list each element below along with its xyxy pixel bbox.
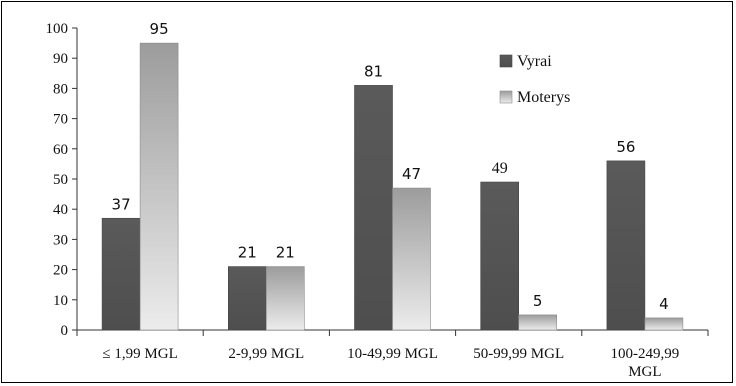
y-tick-label: 50 [53,172,68,188]
legend: Vyrai Moterys [499,53,570,106]
x-tick-label: MGL [628,364,661,380]
bar-vyrai-4 [606,160,646,331]
data-label-vyrai-4: 56 [616,138,635,156]
y-tick-label: 80 [53,81,68,97]
y-tick-label: 90 [53,51,68,67]
legend-label-moterys: Moterys [517,89,570,106]
bar-moterys-1 [265,266,305,331]
y-tick-label: 70 [53,112,68,128]
data-label-moterys-3: 5 [533,292,543,310]
x-tick-label: 10-49,99 MGL [347,346,438,362]
legend-swatch-vyrai [499,54,513,68]
bar-moterys-2 [392,187,431,331]
legend-label-vyrai: Vyrai [517,53,552,70]
x-tick-label: 50-99,99 MGL [473,346,564,362]
bar-moterys-0 [139,42,179,331]
y-tick-label: 60 [53,142,68,158]
data-labels: 37 95 21 21 81 47 49 5 56 4 [112,20,669,313]
bars [101,42,684,331]
data-label-vyrai-1: 21 [238,244,257,262]
bar-vyrai-3 [480,181,520,331]
data-label-vyrai-3: 49 [492,160,508,177]
y-tick-label: 40 [53,202,68,218]
bar-moterys-3 [518,314,558,331]
legend-swatch-moterys [499,90,513,104]
bar-vyrai-2 [354,85,393,331]
data-label-moterys-0: 95 [150,20,169,38]
x-tick-label: ≤ 1,99 MGL [102,346,177,362]
data-label-moterys-4: 4 [659,295,669,313]
data-label-moterys-1: 21 [276,244,295,262]
x-tick-label: 2-9,99 MGL [228,346,304,362]
y-tick-label: 100 [46,21,69,37]
data-label-vyrai-2: 81 [364,62,383,80]
data-label-vyrai-0: 37 [112,195,131,213]
y-tick-label: 10 [53,293,68,309]
y-tick-label: 30 [53,232,68,248]
y-tick-label: 20 [53,263,68,279]
data-label-moterys-2: 47 [402,165,421,183]
y-tick-label: 0 [61,323,69,339]
bar-vyrai-0 [101,217,141,331]
x-tick-label: 100-249,99 [611,346,680,362]
axes: 0 10 20 30 40 50 60 70 80 90 100 ≤ 1,99 MGL 2-9,99 M… [46,21,709,380]
bar-moterys-4 [644,317,684,331]
bar-vyrai-1 [228,266,267,331]
